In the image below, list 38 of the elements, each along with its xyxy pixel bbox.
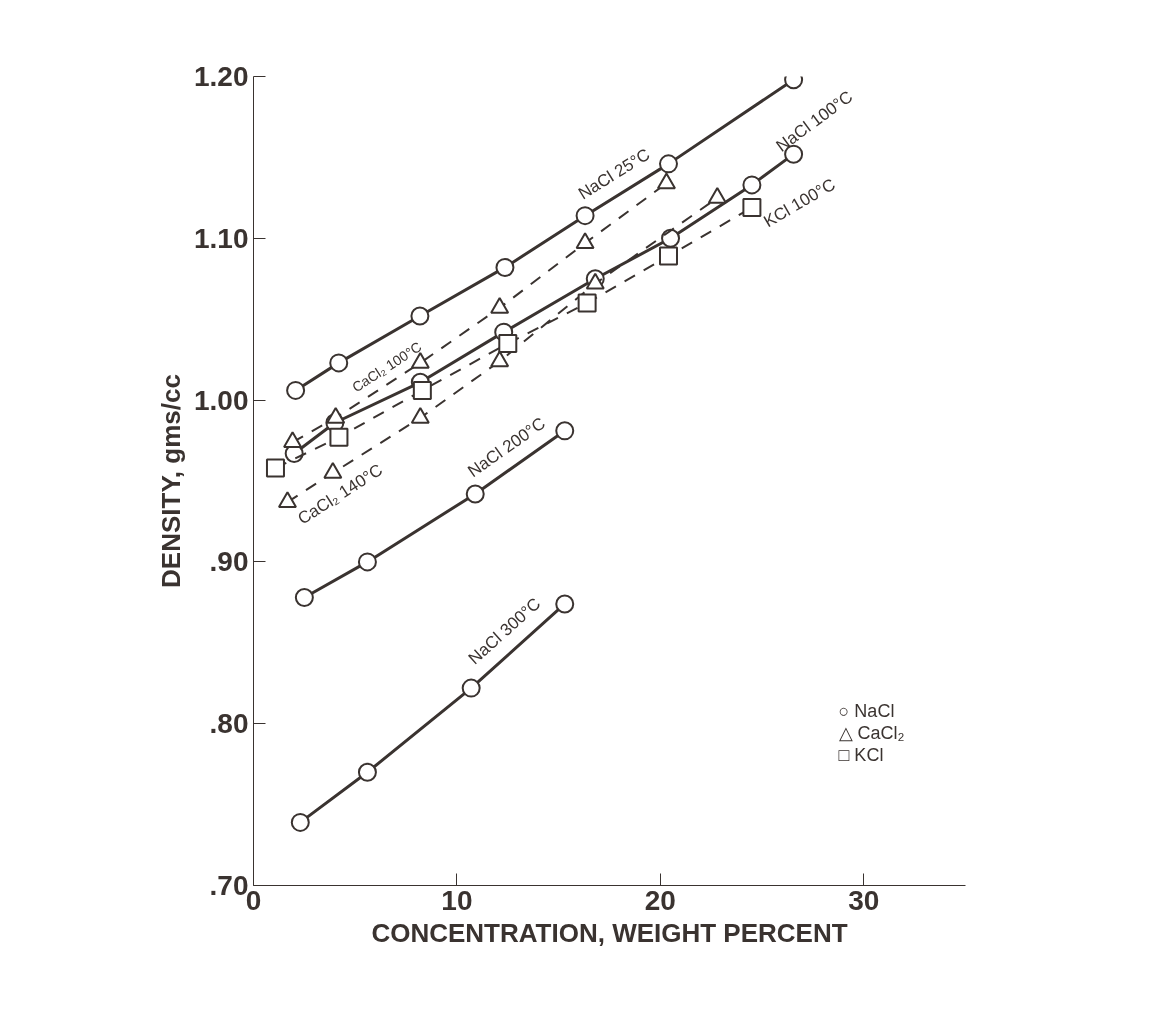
annotation: □ KCl [838,744,884,765]
point [412,380,432,400]
point [575,232,595,250]
point [461,678,481,698]
point [283,431,303,449]
y-tick-label: 1.10 [194,222,249,254]
annotation: △ CaCl₂ [838,722,905,743]
point [294,588,314,607]
point [357,552,377,572]
point [329,427,349,447]
point [658,246,678,266]
y-axis-title: DENSITY, gms/cc [156,374,186,588]
y-tick-label: 1.00 [194,384,249,416]
point [742,175,762,195]
point [265,458,285,478]
y-tick-label: .90 [209,546,249,578]
point [575,206,595,226]
annotation: ○ NaCl [838,700,895,721]
point [290,812,310,832]
point [357,762,377,782]
point [658,154,678,174]
point [577,293,597,313]
point [555,421,575,441]
point [498,333,518,353]
x-axis-title: CONCENTRATION, WEIGHT PERCENT [371,917,848,948]
point [286,380,306,400]
y-tick-label: .80 [209,708,249,740]
y-tick-label: 1.20 [194,61,249,92]
x-tick-label: 10 [441,884,473,916]
x-tick-label: 20 [644,884,676,916]
point [465,484,485,504]
point [555,594,575,614]
point [661,228,681,248]
point [329,353,349,373]
point [410,306,430,326]
point [742,198,762,218]
point [495,257,515,277]
x-tick-label: 30 [848,884,880,916]
